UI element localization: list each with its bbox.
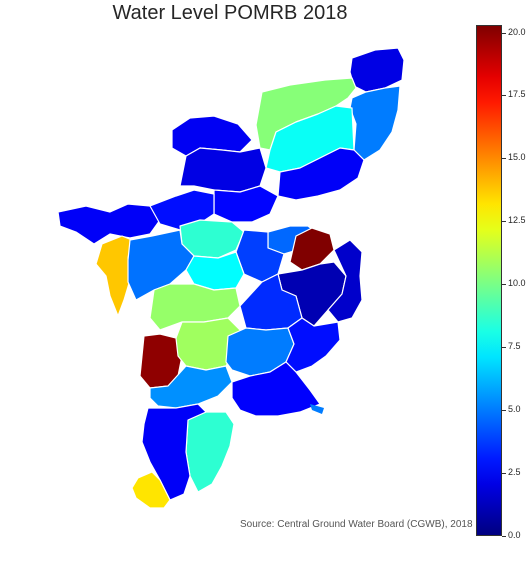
district-east-2 [327,239,363,323]
colorbar-tick-mark [502,158,506,160]
colorbar-tick-label: 7.5 [508,341,521,352]
colorbar-tick-mark [502,284,506,286]
district-south-orange [131,471,171,509]
district-map [57,47,405,509]
colorbar-tick-label: 15.0 [508,152,526,163]
colorbar-tick-label: 2.5 [508,467,521,478]
colorbar-tick-mark [502,473,506,475]
colorbar-tick-label: 12.5 [508,215,526,226]
district-center-6 [149,283,241,331]
district-north-east-coast [349,85,401,161]
district-west-orange [95,235,133,317]
district-south-3 [141,403,207,501]
district-center-10 [149,365,233,409]
district-center-north [213,185,279,223]
district-south-2 [185,411,235,493]
colorbar-tick-label: 20.0 [508,26,526,37]
source-note: Source: Central Ground Water Board (CGWB… [240,519,473,530]
district-east-coast-1 [277,147,365,201]
colorbar-tick-mark [502,221,506,223]
colorbar-tick-label: 10.0 [508,278,526,289]
colorbar-tick-mark [502,410,506,412]
district-south-1 [231,361,321,417]
district-north-east [349,47,405,93]
island-marker [310,404,324,414]
district-center-4 [289,227,335,271]
district-east-3 [285,317,341,373]
page-title: Water Level POMRB 2018 [112,2,348,24]
colorbar-tick-label: 0.0 [508,530,521,540]
colorbar-tick-mark [502,536,506,537]
colorbar-tick-mark [502,32,506,34]
colorbar-tick-mark [502,95,506,97]
colorbar-tick-label: 5.0 [508,404,521,415]
colorbar [476,25,502,536]
district-north-west-2 [179,147,267,193]
colorbar-tick-label: 17.5 [508,89,526,100]
district-west-1 [57,203,161,245]
colorbar-tick-mark [502,347,506,349]
district-west-3 [127,229,195,301]
